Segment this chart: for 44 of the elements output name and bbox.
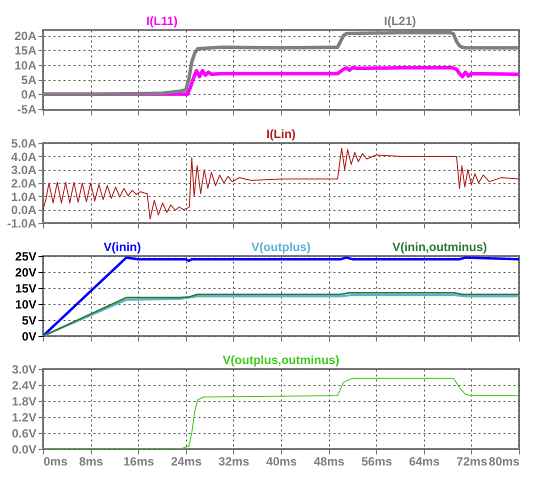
text: V(outplus) — [251, 240, 311, 254]
text: I(L11) — [146, 14, 178, 28]
y-tick-label: 5V — [22, 314, 36, 328]
series-label: I(L21) — [384, 14, 416, 28]
y-tick-label: 3.0A — [11, 163, 37, 178]
x-tick-label: 8ms — [79, 454, 104, 468]
y-tick-label: 10A — [14, 58, 37, 72]
y-tick-label: 0.6V — [12, 426, 36, 440]
x-tick-label: 24ms — [170, 454, 202, 468]
y-tick-label: 5A — [21, 73, 37, 88]
y-tick-label: 4.0A — [11, 150, 37, 164]
y-tick-label: 5.0A — [11, 136, 37, 150]
y-tick-label: 0A — [21, 88, 37, 102]
y-tick-label: 3.0V — [12, 362, 36, 376]
x-tick-label: 40ms — [266, 454, 298, 468]
y-tick-label: 20A — [14, 29, 37, 44]
series-label: V(outplus,outminus) — [222, 353, 340, 367]
y-tick-label: 0.0A — [11, 203, 37, 218]
y-tick-label: 15A — [14, 44, 37, 58]
y-tick-label: 2.0A — [11, 176, 37, 190]
y-tick-label: 25V — [15, 250, 36, 264]
y-tick-label: 10V — [15, 298, 36, 312]
y-tick-label: 1.0A — [11, 190, 37, 204]
x-tick-label: 32ms — [218, 454, 250, 468]
text: I(Lin) — [266, 127, 296, 141]
x-tick-label: 48ms — [314, 454, 345, 468]
x-tick-label: 64ms — [408, 454, 440, 468]
series-label: V(inin) — [104, 240, 141, 254]
y-tick-label: -1.0A — [7, 216, 37, 230]
y-tick-label: 15V — [15, 282, 36, 296]
x-tick-label: 56ms — [361, 454, 392, 468]
x-tick-label: 72ms — [456, 454, 488, 468]
y-tick-label: 1.2V — [12, 410, 36, 424]
y-tick-label: 2.4V — [12, 378, 36, 392]
y-tick-label: 0V — [22, 330, 36, 344]
x-tick-label: 0ms — [44, 454, 68, 468]
y-tick-label: -5A — [17, 102, 37, 116]
x-tick-label: 80ms — [488, 454, 520, 468]
y-tick-label: 0.0V — [12, 442, 36, 456]
x-tick-label: 16ms — [123, 454, 154, 468]
line-series — [43, 148, 519, 220]
y-tick-label: 20V — [15, 266, 36, 280]
text: V(inin,outminus) — [392, 240, 487, 254]
y-tick-label: 1.8V — [12, 394, 36, 408]
